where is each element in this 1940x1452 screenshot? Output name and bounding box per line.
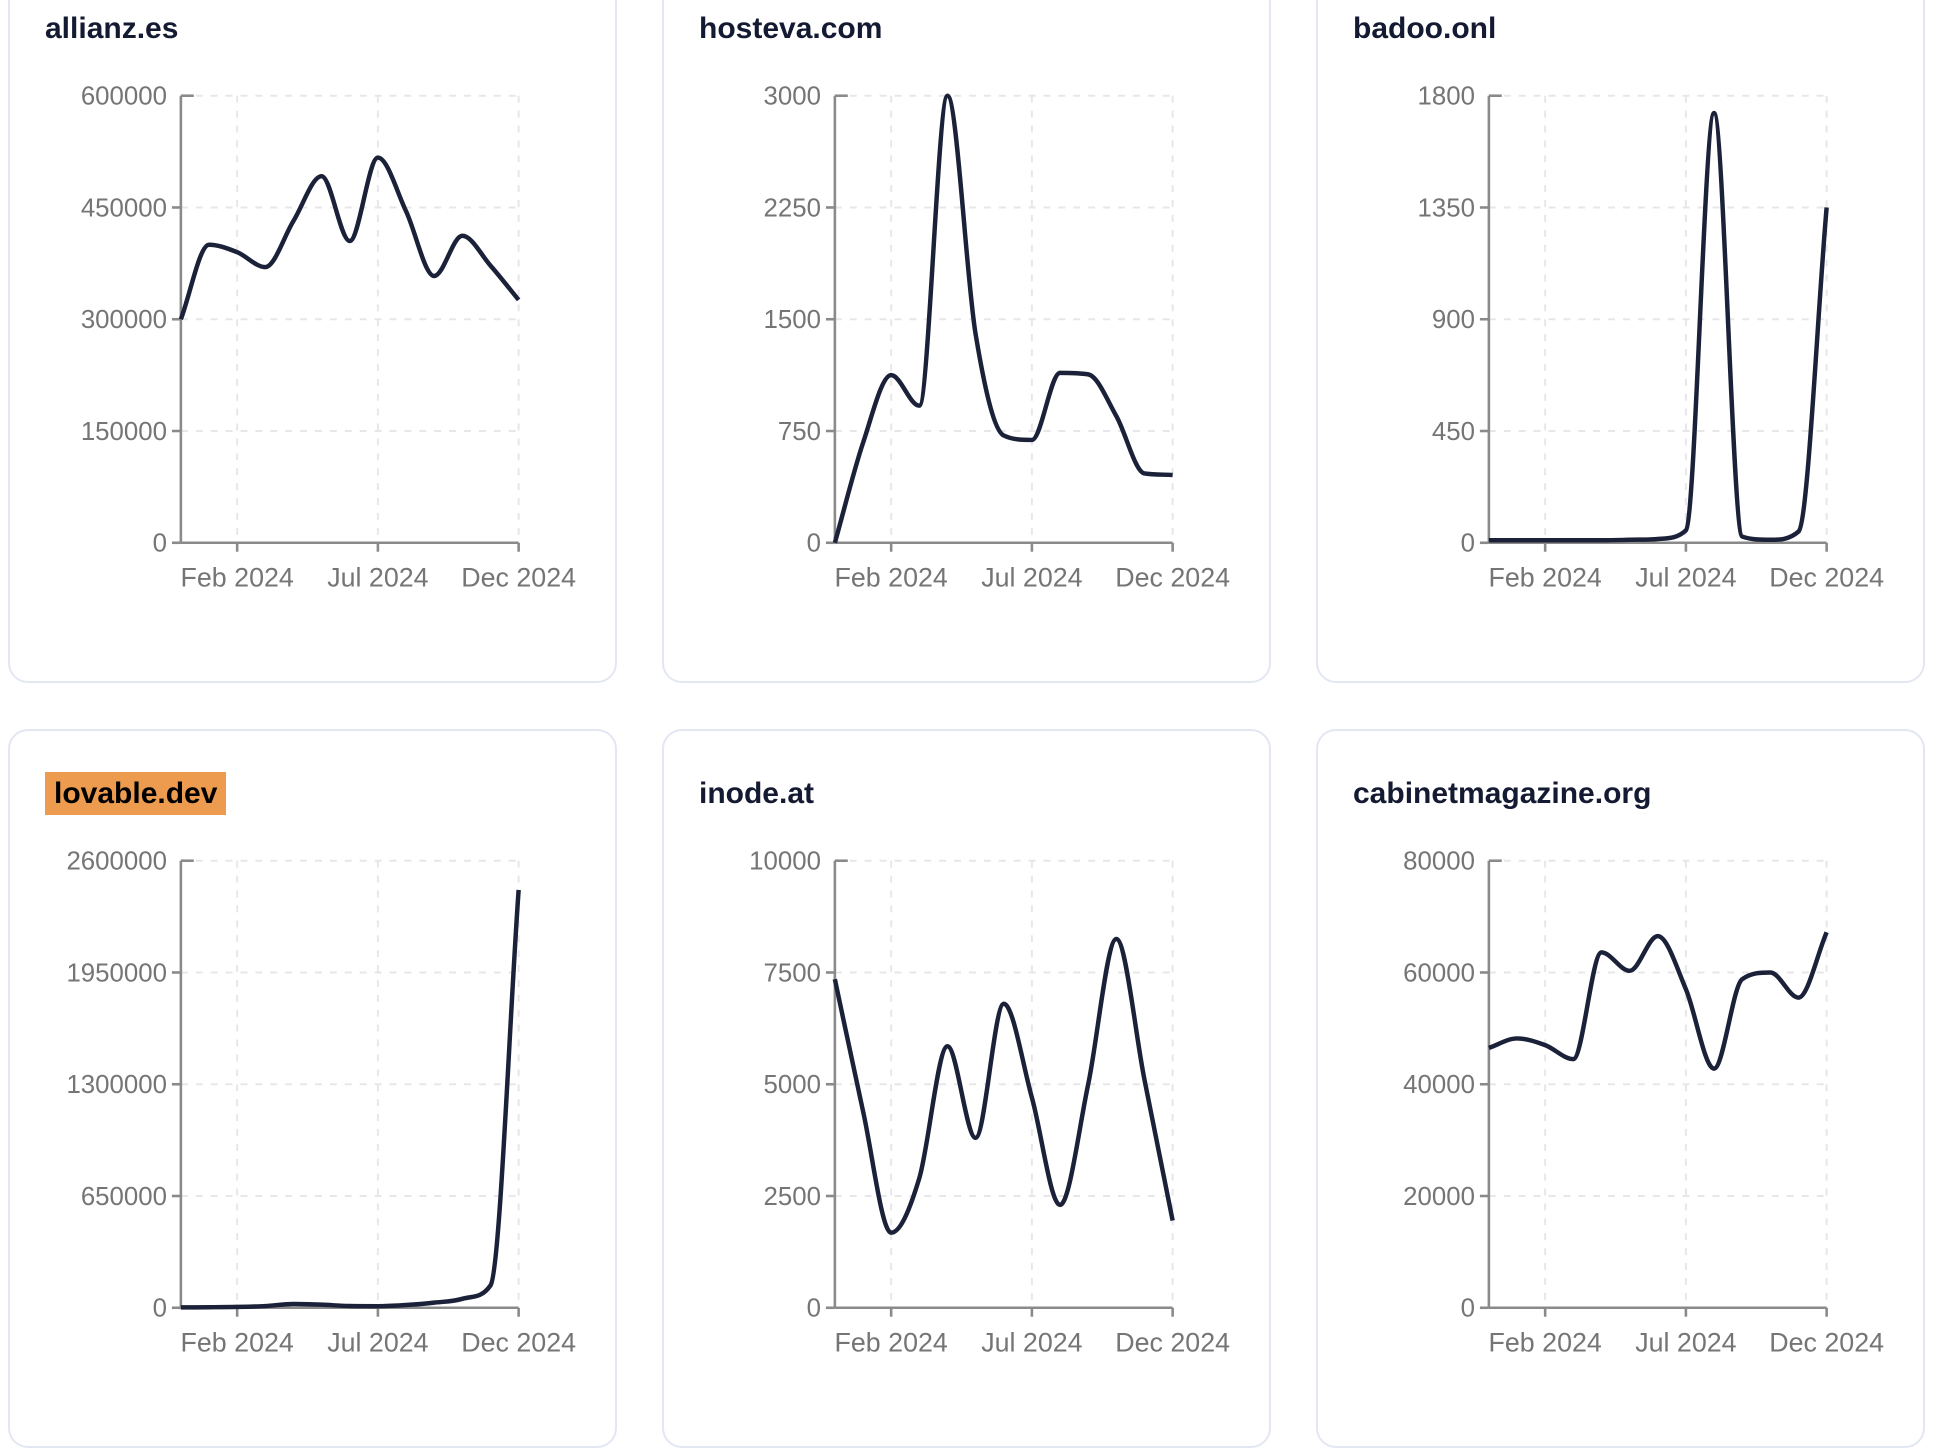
y-tick-label: 3000 xyxy=(764,83,821,111)
chart-card-inode: inode.at 10000 7500 5000 2500 0 Feb 2024 Jul 2… xyxy=(662,729,1271,1448)
x-tick-label: Feb 2024 xyxy=(835,562,948,592)
series-line xyxy=(178,155,521,321)
y-tick-label: 0 xyxy=(807,530,821,558)
chart-title-text: badoo.onl xyxy=(1353,12,1497,45)
line-chart-svg: 2600000 1950000 1300000 650000 0 Feb 2024 Jul … xyxy=(66,848,576,1358)
y-tick-label: 80000 xyxy=(1403,848,1475,876)
chart-title: cabinetmagazine.org xyxy=(1353,775,1923,813)
y-tick-label: 450000 xyxy=(81,194,167,222)
y-tick-label: 0 xyxy=(153,530,167,558)
series-line xyxy=(180,889,521,1310)
line-chart-svg: 80000 60000 40000 20000 0 Feb 2024 Jul 2024 Dec… xyxy=(1403,848,1884,1358)
y-tick-label: 40000 xyxy=(1403,1071,1475,1099)
x-tick-label: Dec 2024 xyxy=(1769,1327,1884,1357)
chart-card-lovable: lovable.dev 2600000 1950000 1300000 650000 0… xyxy=(8,729,617,1448)
series-line xyxy=(1488,110,1829,543)
y-tick-label: 2250 xyxy=(764,194,821,222)
chart-title-text: allianz.es xyxy=(45,12,179,45)
x-tick-label: Dec 2024 xyxy=(1115,562,1230,592)
x-tick-label: Dec 2024 xyxy=(1769,562,1884,592)
x-tick-label: Feb 2024 xyxy=(835,1327,948,1357)
y-tick-label: 2600000 xyxy=(66,848,167,876)
y-tick-label: 750 xyxy=(778,418,821,446)
chart-title: badoo.onl xyxy=(1353,10,1923,48)
chart-title-text: inode.at xyxy=(699,777,815,810)
chart-title: allianz.es xyxy=(45,10,615,48)
chart-title: hosteva.com xyxy=(699,10,1269,48)
y-tick-label: 600000 xyxy=(81,83,167,111)
y-tick-label: 150000 xyxy=(81,418,167,446)
x-tick-label: Dec 2024 xyxy=(461,1327,576,1357)
y-tick-label: 1300000 xyxy=(66,1071,167,1099)
x-tick-label: Dec 2024 xyxy=(461,562,576,592)
x-tick-label: Feb 2024 xyxy=(1489,562,1602,592)
y-tick-label: 1800 xyxy=(1418,83,1475,111)
y-tick-label: 1500 xyxy=(764,306,821,334)
x-tick-label: Jul 2024 xyxy=(327,1327,428,1357)
x-tick-label: Jul 2024 xyxy=(327,562,428,592)
y-tick-label: 0 xyxy=(1461,530,1475,558)
x-tick-label: Feb 2024 xyxy=(1489,1327,1602,1357)
y-tick-label: 2500 xyxy=(764,1183,821,1211)
chart-title: inode.at xyxy=(699,775,1269,813)
series-line xyxy=(832,936,1175,1235)
chart-card-hosteva: hosteva.com 3000 2250 1500 750 0 Feb 2024 Jul … xyxy=(662,0,1271,683)
x-tick-label: Jul 2024 xyxy=(1635,562,1736,592)
y-tick-label: 5000 xyxy=(764,1071,821,1099)
y-tick-label: 1950000 xyxy=(66,959,167,987)
y-tick-label: 1350 xyxy=(1418,194,1475,222)
y-tick-label: 60000 xyxy=(1403,959,1475,987)
y-tick-label: 900 xyxy=(1432,306,1475,334)
y-tick-label: 0 xyxy=(807,1295,821,1323)
line-chart-svg: 600000 450000 300000 150000 0 Feb 2024 Jul 202… xyxy=(81,83,576,593)
line-chart-svg: 1800 1350 900 450 0 Feb 2024 Jul 2024 Dec 2024 xyxy=(1418,83,1885,593)
chart-title: lovable.dev xyxy=(45,772,615,815)
line-chart-svg: 3000 2250 1500 750 0 Feb 2024 Jul 2024 Dec 2024 xyxy=(764,83,1231,593)
chart-card-allianz: allianz.es 600000 450000 300000 150000 0 Feb … xyxy=(8,0,617,683)
chart-card-cabinetmagazine: cabinetmagazine.org 80000 60000 40000 20000… xyxy=(1316,729,1925,1448)
x-tick-label: Feb 2024 xyxy=(181,1327,294,1357)
chart-card-badoo: badoo.onl 1800 1350 900 450 0 Feb 2024 Jul 202… xyxy=(1316,0,1925,683)
series-line xyxy=(832,93,1173,544)
y-tick-label: 0 xyxy=(153,1295,167,1323)
x-tick-label: Jul 2024 xyxy=(981,562,1082,592)
y-tick-label: 650000 xyxy=(81,1183,167,1211)
y-tick-label: 450 xyxy=(1432,418,1475,446)
x-tick-label: Jul 2024 xyxy=(981,1327,1082,1357)
chart-title-text: lovable.dev xyxy=(45,772,227,815)
chart-title-text: hosteva.com xyxy=(699,12,883,45)
x-tick-label: Jul 2024 xyxy=(1635,1327,1736,1357)
y-tick-label: 300000 xyxy=(81,306,167,334)
line-chart-svg: 10000 7500 5000 2500 0 Feb 2024 Jul 2024 Dec 20… xyxy=(749,848,1230,1358)
x-tick-label: Dec 2024 xyxy=(1115,1327,1230,1357)
series-line xyxy=(1488,931,1829,1071)
chart-title-text: cabinetmagazine.org xyxy=(1353,777,1652,810)
x-tick-label: Feb 2024 xyxy=(181,562,294,592)
y-tick-label: 20000 xyxy=(1403,1183,1475,1211)
y-tick-label: 10000 xyxy=(749,848,821,876)
y-tick-label: 0 xyxy=(1461,1295,1475,1323)
y-tick-label: 7500 xyxy=(764,959,821,987)
